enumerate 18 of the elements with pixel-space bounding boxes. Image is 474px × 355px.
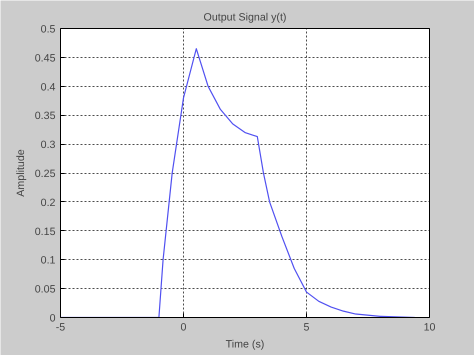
x-tick-label: 10 [424, 322, 436, 334]
y-tick-label: 0.35 [34, 110, 56, 122]
x-tick-label: -5 [56, 322, 66, 334]
x-tick-label: 5 [304, 322, 310, 334]
y-tick-label: 0.1 [40, 254, 56, 267]
y-tick-label: 0.3 [40, 139, 56, 152]
y-tick-label: 0.05 [34, 284, 56, 296]
y-tick-label: 0.15 [34, 226, 56, 238]
x-tick-label: 0 [180, 322, 187, 334]
y-tick-label: 0.45 [34, 52, 56, 64]
chart-title: Output Signal y(t) [204, 12, 286, 24]
x-axis-title: Time (s) [226, 338, 264, 350]
y-tick-label: 0.4 [40, 81, 56, 94]
y-tick-label: 0.2 [40, 196, 56, 209]
y-tick-label: 0.5 [40, 24, 56, 36]
y-tick-label: 0 [50, 312, 56, 324]
y-axis-title: Amplitude [14, 149, 27, 197]
y-tick-label: 0.25 [34, 168, 56, 180]
